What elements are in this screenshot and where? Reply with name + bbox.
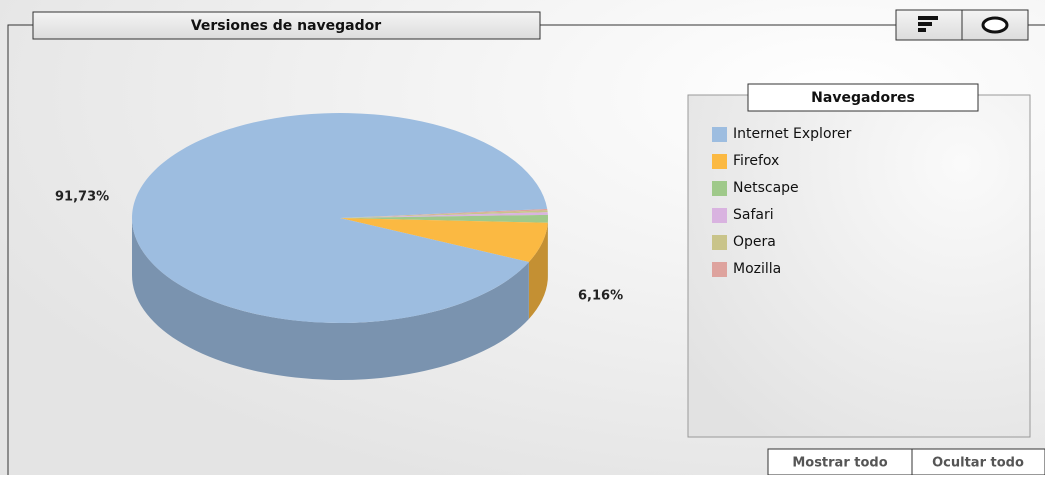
pie-icon (983, 18, 1007, 32)
value-label: 6,16% (578, 289, 623, 304)
legend-label: Netscape (733, 180, 799, 196)
legend-swatch (712, 235, 727, 250)
view-buttons (896, 10, 1028, 40)
legend-label: Safari (733, 207, 774, 223)
button-label: Mostrar todo (792, 456, 887, 471)
legend-swatch (712, 208, 727, 223)
legend-swatch (712, 262, 727, 277)
legend-label: Mozilla (733, 261, 781, 277)
legend-label: Opera (733, 234, 776, 250)
value-label: 91,73% (55, 190, 109, 205)
legend-title: Navegadores (811, 90, 915, 106)
chart-title: Versiones de navegador (191, 18, 381, 34)
legend-swatch (712, 127, 727, 142)
legend-label: Firefox (733, 153, 779, 169)
legend-label: Internet Explorer (733, 126, 852, 142)
legend-swatch (712, 181, 727, 196)
legend-swatch (712, 154, 727, 169)
button-label: Ocultar todo (932, 456, 1024, 471)
